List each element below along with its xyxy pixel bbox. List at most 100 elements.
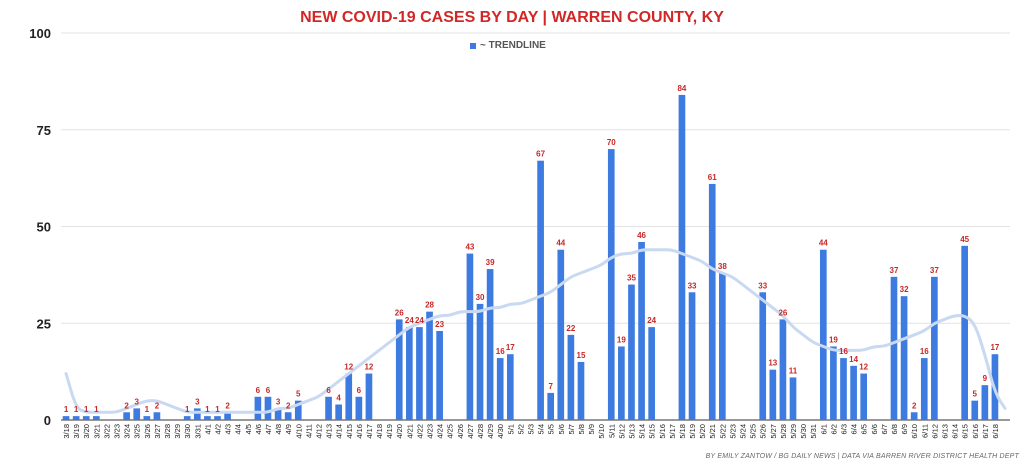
- bar: [890, 276, 898, 420]
- bar: [82, 416, 90, 420]
- data-label: 46: [637, 231, 646, 240]
- x-tick-label: 5/2: [516, 424, 525, 434]
- y-tick-label: 50: [37, 220, 51, 235]
- data-label: 6: [266, 386, 271, 395]
- bar: [395, 319, 403, 420]
- data-label: 6: [256, 386, 261, 395]
- bar: [537, 160, 544, 420]
- x-tick-label: 5/29: [789, 424, 798, 439]
- data-label: 33: [758, 281, 767, 290]
- legend-label: ~ TRENDLINE: [480, 40, 546, 51]
- x-tick-label: 5/10: [597, 424, 606, 439]
- chart-title: NEW COVID-19 CASES BY DAY | WARREN COUNT…: [300, 9, 724, 26]
- data-label: 23: [435, 320, 444, 329]
- x-tick-label: 6/16: [971, 424, 980, 439]
- x-tick-label: 5/7: [567, 424, 576, 434]
- data-label: 3: [276, 397, 281, 406]
- data-label: 22: [566, 324, 575, 333]
- x-tick-label: 5/27: [769, 424, 778, 439]
- x-tick-label: 4/22: [415, 424, 424, 439]
- y-tick-label: 100: [29, 26, 51, 41]
- x-tick-label: 3/29: [173, 424, 182, 439]
- data-label: 44: [556, 239, 565, 248]
- x-tick-label: 4/17: [365, 424, 374, 439]
- bar: [416, 327, 423, 420]
- data-label: 38: [718, 262, 727, 271]
- x-tick-label: 4/28: [476, 424, 485, 439]
- data-label: 45: [960, 235, 969, 244]
- bar: [618, 346, 625, 420]
- data-label: 32: [900, 285, 909, 294]
- bar: [193, 408, 201, 420]
- x-tick-label: 4/9: [284, 424, 293, 434]
- x-tick-label: 4/5: [244, 424, 253, 434]
- x-tick-label: 5/11: [607, 424, 616, 438]
- x-tick-label: 6/18: [991, 424, 1000, 439]
- x-tick-label: 6/4: [850, 424, 859, 434]
- data-label: 61: [708, 173, 717, 182]
- x-tick-label: 3/21: [92, 424, 101, 439]
- x-tick-label: 6/12: [930, 424, 939, 439]
- x-tick-label: 5/5: [547, 424, 556, 434]
- y-tick-label: 25: [37, 316, 51, 331]
- x-tick-label: 3/26: [143, 424, 152, 439]
- x-tick-label: 5/13: [627, 424, 636, 439]
- x-tick-label: 4/26: [456, 424, 465, 439]
- x-tick-label: 5/31: [809, 424, 818, 439]
- bar: [496, 358, 504, 420]
- bar: [769, 369, 777, 420]
- x-tick-label: 5/28: [779, 424, 788, 439]
- bar: [819, 249, 827, 420]
- x-tick-label: 4/14: [335, 424, 344, 439]
- x-tick-label: 5/9: [587, 424, 596, 434]
- x-tick-label: 5/21: [708, 424, 717, 439]
- x-tick-label: 3/30: [183, 424, 192, 439]
- data-label: 2: [225, 401, 230, 410]
- x-tick-label: 4/12: [314, 424, 323, 439]
- x-tick-label: 6/14: [951, 424, 960, 439]
- x-tick-label: 5/23: [728, 424, 737, 439]
- x-tick-label: 5/24: [739, 424, 748, 439]
- x-tick-label: 5/19: [688, 424, 697, 439]
- data-label: 13: [768, 359, 777, 368]
- bar: [759, 292, 767, 420]
- x-tick-label: 4/20: [395, 424, 404, 439]
- bar: [133, 408, 141, 420]
- x-tick-label: 6/11: [920, 424, 929, 438]
- bar: [426, 311, 433, 420]
- bar: [830, 346, 837, 420]
- data-label: 33: [688, 281, 697, 290]
- x-tick-label: 5/25: [749, 424, 758, 439]
- x-tick-label: 3/28: [163, 424, 172, 439]
- bar: [254, 396, 262, 420]
- bar: [183, 416, 191, 420]
- bar: [335, 404, 342, 420]
- bar: [204, 416, 211, 420]
- data-label: 16: [920, 347, 929, 356]
- data-label: 26: [778, 308, 787, 317]
- data-label: 37: [890, 266, 899, 275]
- x-tick-label: 3/25: [133, 424, 142, 439]
- x-tick-label: 5/22: [718, 424, 727, 439]
- data-label: 7: [548, 382, 553, 391]
- x-tick-label: 5/20: [698, 424, 707, 439]
- data-label: 5: [296, 390, 301, 399]
- data-label: 1: [215, 405, 220, 414]
- bar: [143, 416, 151, 420]
- x-tick-label: 6/5: [860, 424, 869, 434]
- x-tick-label: 5/15: [648, 424, 657, 439]
- bar: [365, 373, 373, 420]
- bar: [900, 296, 908, 420]
- bar: [466, 253, 474, 420]
- x-tick-label: 3/20: [82, 424, 91, 439]
- x-tick-label: 4/24: [436, 424, 445, 439]
- data-label: 1: [94, 405, 99, 414]
- x-tick-label: 4/16: [355, 424, 364, 439]
- data-label: 84: [677, 84, 686, 93]
- data-label: 44: [819, 239, 828, 248]
- data-label: 1: [74, 405, 79, 414]
- x-tick-label: 3/27: [153, 424, 162, 439]
- x-tick-label: 5/30: [799, 424, 808, 439]
- x-tick-label: 4/21: [405, 424, 414, 439]
- bar: [93, 416, 100, 420]
